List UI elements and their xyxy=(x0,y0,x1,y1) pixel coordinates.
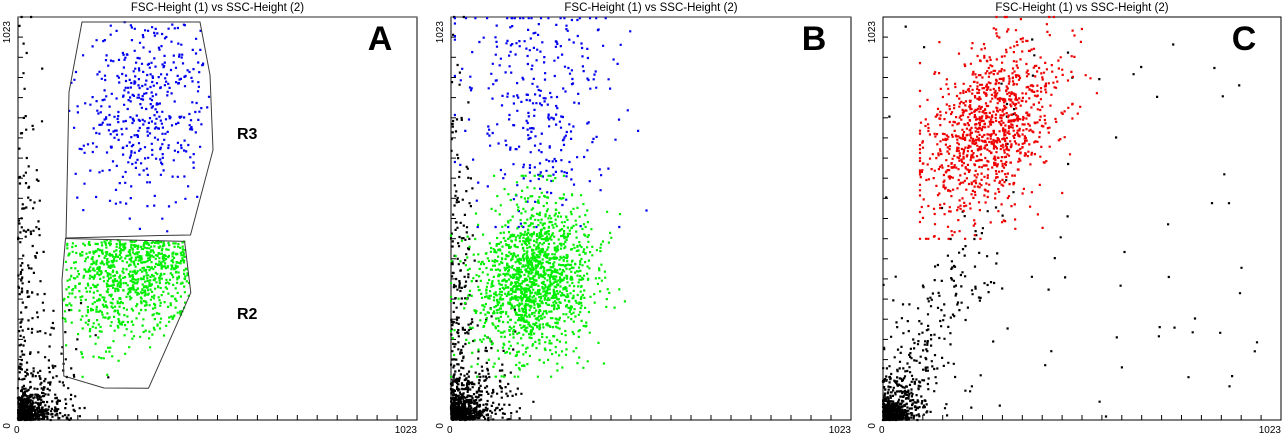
svg-text:0: 0 xyxy=(435,423,446,429)
svg-text:0: 0 xyxy=(879,425,885,436)
svg-text:B: B xyxy=(802,20,827,58)
svg-text:R2: R2 xyxy=(237,306,258,323)
svg-text:1023: 1023 xyxy=(2,21,13,44)
svg-text:0: 0 xyxy=(14,425,20,436)
svg-text:1023: 1023 xyxy=(395,425,418,436)
svg-text:FSC-Height (1) vs SSC-Height (: FSC-Height (1) vs SSC-Height (2) xyxy=(131,2,304,14)
svg-text:1023: 1023 xyxy=(867,21,878,44)
svg-text:1023: 1023 xyxy=(829,425,852,436)
svg-text:0: 0 xyxy=(2,423,13,429)
svg-text:C: C xyxy=(1232,20,1257,58)
svg-text:A: A xyxy=(368,20,393,58)
svg-text:0: 0 xyxy=(447,425,453,436)
svg-text:1023: 1023 xyxy=(435,21,446,44)
svg-text:FSC-Height (1) vs SSC-Height (: FSC-Height (1) vs SSC-Height (2) xyxy=(564,2,737,14)
svg-text:R3: R3 xyxy=(237,126,258,143)
svg-text:0: 0 xyxy=(867,423,878,429)
svg-text:FSC-Height (1) vs SSC-Height (: FSC-Height (1) vs SSC-Height (2) xyxy=(995,2,1168,14)
svg-text:1023: 1023 xyxy=(1259,425,1282,436)
